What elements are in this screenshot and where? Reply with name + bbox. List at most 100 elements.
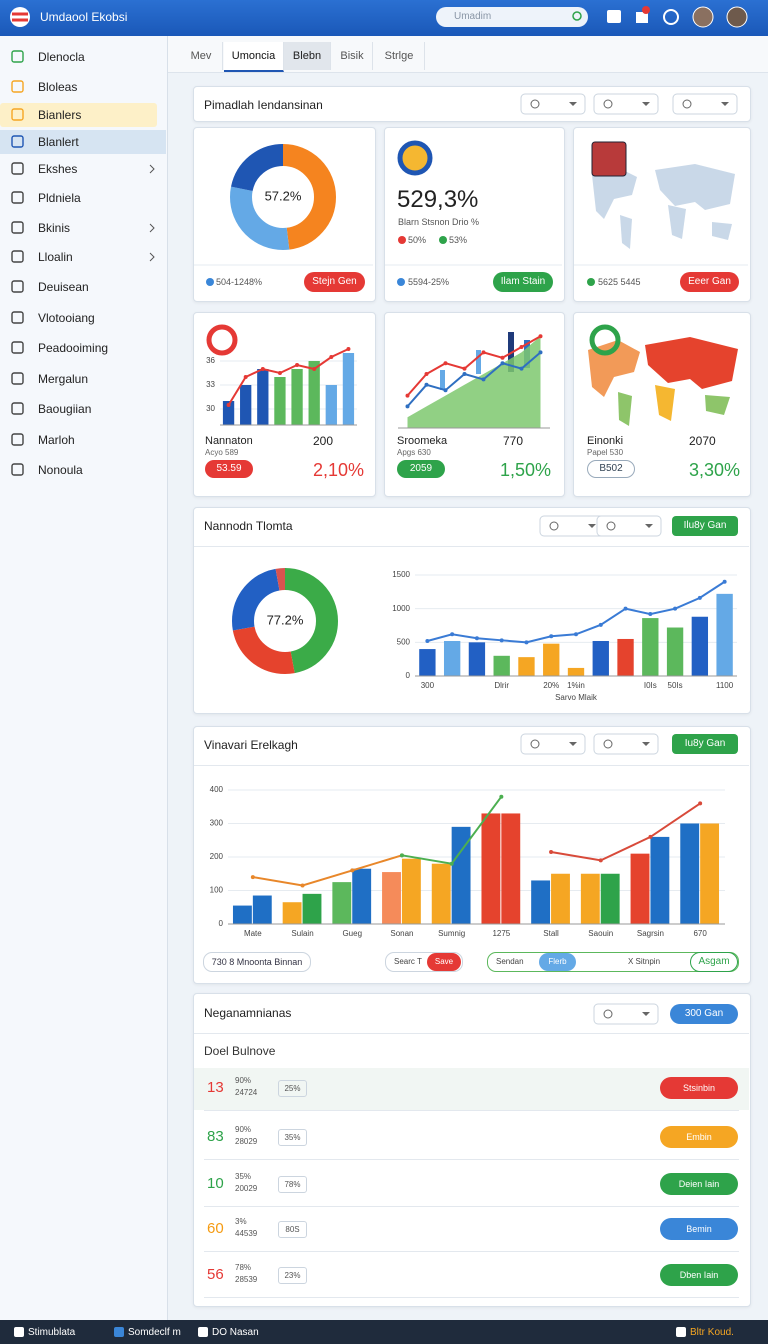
filter-group [487,952,739,972]
sidebar-item[interactable]: Bloleas [38,80,78,94]
divider [194,1033,749,1034]
range-box[interactable]: 730 8 Mnoonta Binnan [203,952,311,972]
sidebar-item[interactable]: Vlotooiang [38,311,95,325]
tab[interactable]: Strlge [374,42,425,70]
row-action[interactable]: Deien Iain [660,1173,738,1195]
row-badge: 25% [278,1080,307,1097]
tab[interactable]: Mev [180,42,223,70]
sidebar-item[interactable]: Mergalun [38,372,89,386]
sidebar-highlight [0,103,157,127]
card-button[interactable]: Eeer Gan [680,272,739,292]
trend-panel [193,507,751,714]
sidebar-item[interactable]: Lloalin [38,250,73,264]
taskbar-item[interactable]: Stimublata [28,1327,76,1338]
sidebar-item[interactable]: Peadooiming [38,341,109,355]
card-caption: Blarn Stsnon Drio % [398,217,480,227]
row-badge: 80S [278,1221,307,1238]
row-divider [204,1251,739,1252]
sidebar-item[interactable]: Bianlers [38,108,82,122]
card-button[interactable]: Ilam Stain [493,272,553,292]
taskbar-item[interactable]: DO Nasan [212,1327,259,1338]
legend-label: 53% [449,235,468,245]
row-rank: 83 [207,1128,224,1145]
card-badge: 53.59 [205,460,253,478]
card-sub: Acyo 589 [205,448,239,457]
row-divider [204,1206,739,1207]
list-panel [193,993,751,1307]
row-divider [204,1297,739,1298]
card-change: 1,50% [500,460,552,480]
panel-title: Pimadlah Iendansinan [204,98,323,112]
sidebar-item[interactable]: Dlenocla [38,50,85,64]
filter-button[interactable]: Flerb [539,953,576,971]
row-amount: 28539 [235,1275,258,1284]
row-rank: 13 [207,1079,224,1096]
sidebar-item[interactable]: Baougiian [38,402,92,416]
row-amount: 28029 [235,1137,258,1146]
row-badge: 35% [278,1129,307,1146]
taskbar [0,1320,768,1344]
divider [194,765,749,766]
sidebar-item[interactable]: Ekshes [38,162,78,176]
card-footer: 504-1248% [216,277,263,287]
card-name: Einonki [587,435,624,447]
row-amount: 44539 [235,1229,258,1238]
card-change: 2,10% [313,460,365,480]
row-share: 90% [235,1076,252,1085]
card-count: 770 [503,434,524,448]
save-button[interactable]: Save [427,953,461,971]
row-badge: 78% [278,1176,307,1193]
tab[interactable]: Umoncia [224,42,284,72]
card-sub: Apgs 630 [397,448,431,457]
legend-label: 50% [408,235,427,245]
tab[interactable]: Blebn [284,42,331,70]
row-divider [204,1110,739,1111]
send-field[interactable]: Sendan [496,957,524,966]
sidebar-item[interactable]: Blanlert [38,135,79,149]
search-group [385,952,463,972]
row-amount: 20029 [235,1184,258,1193]
search-field[interactable]: Searc T [394,957,422,966]
panel-title: Nannodn Tlomta [204,519,293,533]
panel-button[interactable]: Iu8y Gan [672,734,738,754]
card-name: Nannaton [205,435,253,447]
row-action[interactable]: Dben Iain [660,1264,738,1286]
sidebar-item[interactable]: Bkinis [38,221,71,235]
tab[interactable]: Bisik [332,42,373,70]
sidebar [0,36,168,1320]
stop-field[interactable]: X Sitnpin [628,957,661,966]
row-divider [204,1159,739,1160]
sidebar-highlight [0,130,166,154]
sidebar-item[interactable]: Pldniela [38,191,81,205]
sidebar-item[interactable]: Marloh [38,433,75,447]
app-title: Umdaool Ekobsi [40,10,128,24]
card-footer: 5625 5445 [598,277,641,287]
search-placeholder: Umadim [454,11,492,22]
row-rank: 56 [207,1266,224,1283]
row-share: 3% [235,1217,247,1226]
card-sub: Papel 530 [587,448,624,457]
row-share: 78% [235,1263,252,1272]
assign-button[interactable]: Asgam [690,952,738,972]
panel-button[interactable]: Ilu8y Gan [672,516,738,536]
panel-title: Neganamnianas [204,1006,292,1020]
row-share: 35% [235,1172,252,1181]
row-action[interactable]: Bemin [660,1218,738,1240]
sidebar-item[interactable]: Deuisean [38,280,89,294]
card-button[interactable]: Stejn Gen [304,272,365,292]
panel-button[interactable]: 300 Gan [670,1004,738,1024]
card-name: Sroomeka [397,435,448,447]
row-action[interactable]: Stsinbin [660,1077,738,1099]
search-box[interactable] [436,7,588,27]
row-action[interactable]: Embin [660,1126,738,1148]
card-change: 3,30% [689,460,741,480]
sidebar-item[interactable]: Nonoula [38,463,83,477]
taskbar-item[interactable]: Bltr Koud. [690,1327,734,1338]
row-rank: 60 [207,1220,224,1237]
card-count: 200 [313,434,334,448]
card-badge: B502 [587,460,635,478]
row-share: 90% [235,1125,252,1134]
row-highlight [194,1068,749,1110]
taskbar-item[interactable]: Somdeclf m [128,1327,181,1338]
